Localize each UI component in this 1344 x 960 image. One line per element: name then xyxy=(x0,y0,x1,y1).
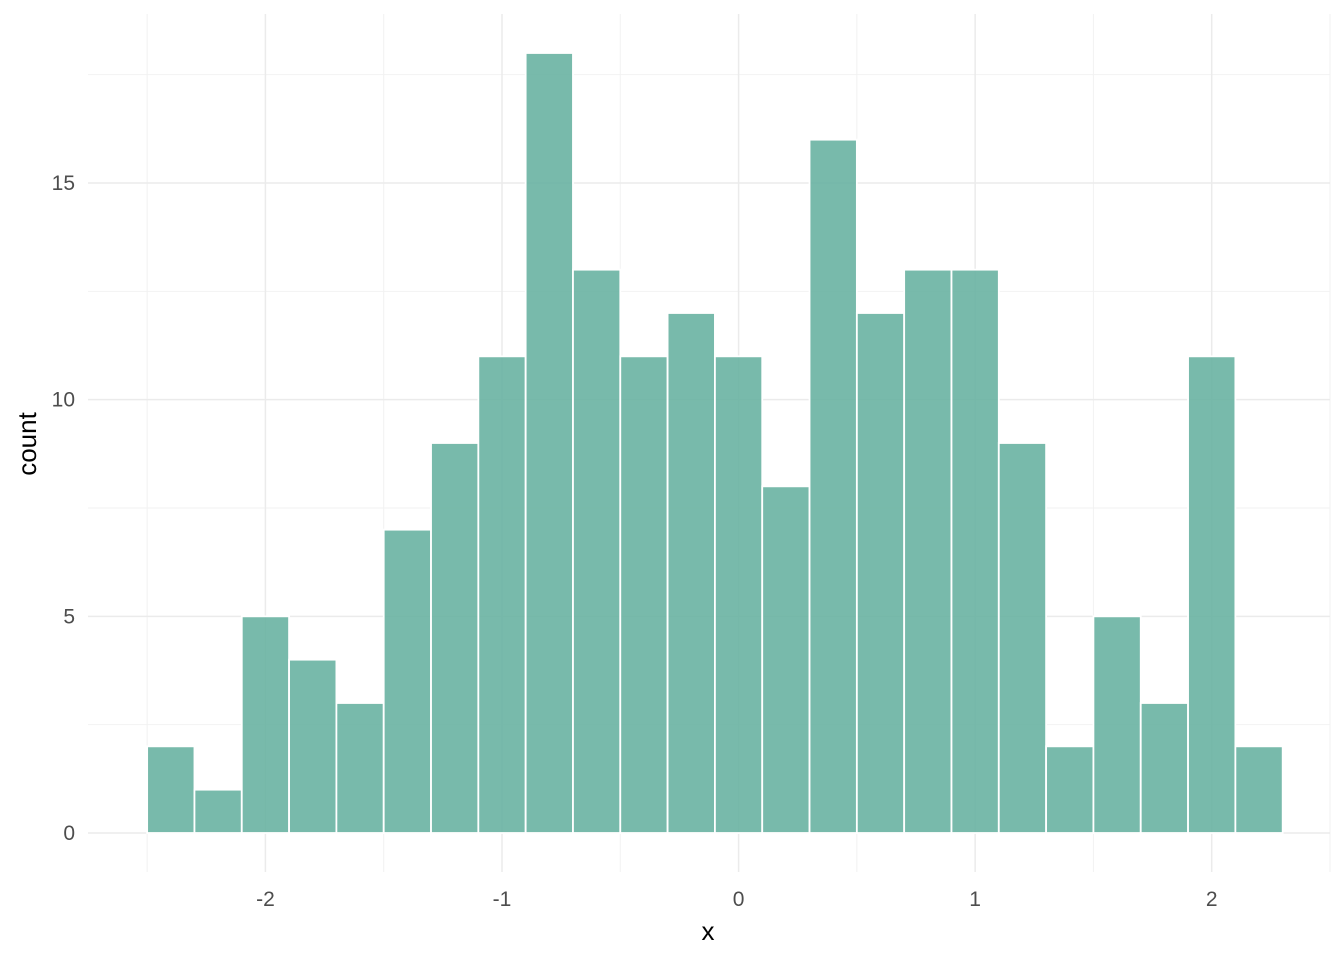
histogram-bar-10 xyxy=(572,268,622,834)
x-tick-label: -1 xyxy=(493,888,512,911)
y-axis-title: count xyxy=(12,411,42,475)
histogram-bar-16 xyxy=(855,312,906,834)
histogram-bar-2 xyxy=(193,788,243,834)
y-tick-label: 15 xyxy=(52,172,75,195)
histogram-bar-12 xyxy=(666,312,716,834)
x-tick-label: -2 xyxy=(256,888,275,911)
histogram-bar-8 xyxy=(477,355,527,834)
histogram-bar-13 xyxy=(714,355,764,834)
histogram-bar-21 xyxy=(1092,615,1142,834)
histogram-bar-11 xyxy=(619,355,669,834)
histogram-bar-17 xyxy=(903,268,953,834)
x-axis-title: x xyxy=(702,916,715,946)
histogram-bar-18 xyxy=(950,268,1000,834)
x-axis-tick-labels: -2 -1 0 1 2 xyxy=(256,888,1217,911)
histogram-bar-24 xyxy=(1234,745,1284,834)
x-tick-label: 1 xyxy=(969,888,981,911)
y-tick-label: 10 xyxy=(52,389,75,412)
y-axis-tick-labels: 0 5 10 15 xyxy=(52,172,75,845)
histogram-bar-5 xyxy=(335,702,385,834)
x-tick-label: 2 xyxy=(1206,888,1218,911)
histogram-bar-20 xyxy=(1045,745,1095,834)
histogram-bar-6 xyxy=(382,528,432,834)
y-tick-label: 5 xyxy=(63,605,75,628)
histogram-bar-1 xyxy=(146,745,196,834)
histogram-bar-22 xyxy=(1139,702,1189,834)
histogram-bar-3 xyxy=(240,615,290,834)
histogram-bar-9 xyxy=(524,52,574,834)
histogram-bar-19 xyxy=(997,442,1048,834)
histogram-bar-14 xyxy=(761,485,811,834)
histogram-bar-7 xyxy=(430,442,480,834)
histogram-bar-4 xyxy=(288,658,338,834)
histogram-bar-15 xyxy=(808,138,858,834)
x-tick-label: 0 xyxy=(733,888,745,911)
histogram-bars xyxy=(146,52,1284,834)
histogram-bar-23 xyxy=(1187,355,1237,834)
y-tick-label: 0 xyxy=(63,822,75,845)
